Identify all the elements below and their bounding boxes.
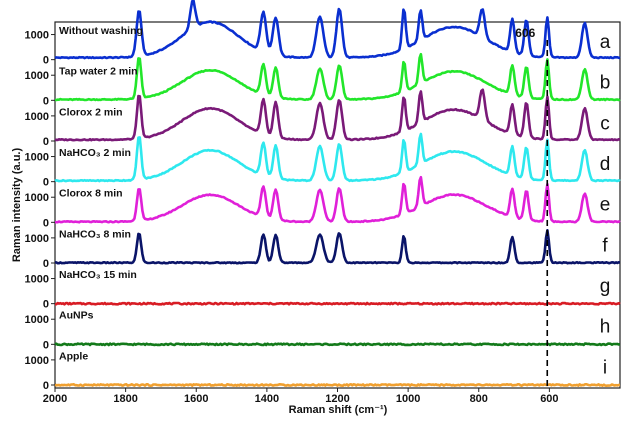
series-label: Clorox 8 min xyxy=(59,188,123,200)
series-panel: Tap water 2 min b xyxy=(54,52,621,102)
x-tick-label: 1600 xyxy=(184,393,208,405)
y-tick-label: 0 xyxy=(43,95,49,107)
series-letter: c xyxy=(600,113,610,134)
x-tick-label: 600 xyxy=(540,393,558,405)
y-axis-title: Raman intensity (a.u.) xyxy=(11,148,23,263)
series-line xyxy=(54,0,621,60)
y-tick-label: 1000 xyxy=(25,111,49,123)
series-panel: NaHCO₃ 15 min g xyxy=(54,269,621,306)
y-tick-label: 0 xyxy=(43,380,49,392)
series-line xyxy=(54,342,621,347)
y-tick-label: 0 xyxy=(43,55,49,67)
series-letter: i xyxy=(603,357,607,378)
y-tick-label: 1000 xyxy=(25,314,49,326)
x-tick-label: 800 xyxy=(470,393,488,405)
x-tick-label: 1200 xyxy=(325,393,349,405)
series-label: AuNPs xyxy=(59,310,94,322)
y-tick-label: 1000 xyxy=(25,355,49,367)
x-axis-layer: 2000 1800 1600 1400 1200 1000 800 600 xyxy=(43,388,559,405)
annotation-label: 606 xyxy=(515,26,535,40)
series-letter: d xyxy=(600,154,611,175)
y-tick-label: 0 xyxy=(43,136,49,148)
series-panel: Clorox 2 min c xyxy=(54,88,621,142)
series-label: NaHCO₃ 8 min xyxy=(59,228,131,240)
series-letter: f xyxy=(602,235,608,256)
y-tick-label: 1000 xyxy=(25,192,49,204)
series-line xyxy=(54,88,621,142)
y-tick-label: 1000 xyxy=(25,152,49,164)
series-label: Apple xyxy=(59,350,88,362)
series-line xyxy=(54,382,621,388)
series-label: Without washing xyxy=(59,25,143,37)
x-tick-label: 1400 xyxy=(255,393,279,405)
y-tick-label: 0 xyxy=(43,177,49,189)
y-tick-label: 1000 xyxy=(25,70,49,82)
series-letter: b xyxy=(600,73,611,94)
series-line xyxy=(54,301,621,306)
series-label: NaHCO₃ 2 min xyxy=(59,147,131,159)
y-tick-label: 1000 xyxy=(25,233,49,245)
series-panel: NaHCO₃ 2 min d xyxy=(54,132,621,183)
series-panel: AuNPs h xyxy=(54,310,621,347)
x-tick-label: 2000 xyxy=(43,393,67,405)
y-tick-label: 1000 xyxy=(25,30,49,42)
series-line xyxy=(54,229,621,265)
x-tick-label: 1000 xyxy=(396,393,420,405)
series-line xyxy=(54,132,621,183)
series-panel: Without washing a xyxy=(54,0,621,60)
y-tick-label: 0 xyxy=(43,217,49,229)
series-letter: g xyxy=(600,276,611,297)
y-tick-label: 0 xyxy=(43,258,49,270)
series-letter: h xyxy=(600,317,611,338)
series-label: NaHCO₃ 15 min xyxy=(59,269,137,281)
y-tick-label: 0 xyxy=(43,339,49,351)
series-panel: Clorox 8 min e xyxy=(54,175,621,224)
series-label: Tap water 2 min xyxy=(59,66,138,78)
series-panel: Apple i xyxy=(54,350,621,388)
x-axis-title: Raman shift (cm⁻¹) xyxy=(289,404,388,416)
series-letter: e xyxy=(600,195,611,216)
series-line xyxy=(54,175,621,224)
series-letter: a xyxy=(600,32,611,53)
series-label: Clorox 2 min xyxy=(59,106,123,118)
series-line xyxy=(54,52,621,102)
y-tick-label: 0 xyxy=(43,299,49,311)
y-axis-layer: 0 1000 0 1000 0 1000 0 1000 0 1000 0 1000 0 1000 0 1000… xyxy=(25,30,55,392)
y-tick-label: 1000 xyxy=(25,274,49,286)
series-panel: NaHCO₃ 8 min f xyxy=(54,228,621,265)
x-tick-label: 1800 xyxy=(113,393,137,405)
